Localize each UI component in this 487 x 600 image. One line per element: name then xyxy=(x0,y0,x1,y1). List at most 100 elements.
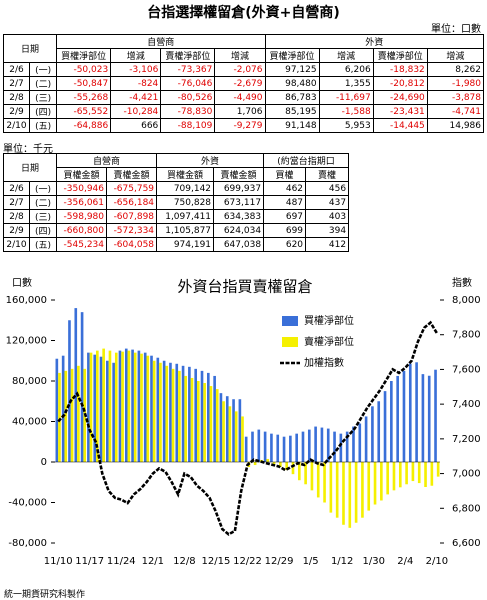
bar xyxy=(272,462,276,465)
bar xyxy=(270,433,273,462)
bar xyxy=(408,363,412,462)
bar xyxy=(316,462,320,498)
table-cell: 2/6 xyxy=(2,62,31,77)
table-cell: 1,105,877 xyxy=(156,223,215,238)
line xyxy=(57,320,438,536)
bar xyxy=(421,374,425,462)
bar xyxy=(89,352,93,462)
table-cell: 620 xyxy=(263,237,307,252)
bar xyxy=(197,381,200,462)
bar xyxy=(124,348,128,462)
table-cell: 697 xyxy=(263,209,307,224)
bar xyxy=(358,423,362,462)
y2-tick-label: 7,600 xyxy=(452,364,481,375)
footer: 統一期貨研究科製作 xyxy=(4,590,86,600)
bar xyxy=(361,462,364,518)
x-tick-label: 1/12 xyxy=(331,556,353,567)
unit-label: 單位：口數 xyxy=(431,24,481,35)
table-cell: -80,526 xyxy=(160,90,216,105)
bar xyxy=(289,435,292,462)
table-cell: 462 xyxy=(263,181,307,196)
table-cell: (約當台指期口 xyxy=(263,153,350,168)
bar xyxy=(106,360,109,462)
table-cell: -78,830 xyxy=(160,104,216,119)
bar xyxy=(430,462,434,486)
table-cell: 14,986 xyxy=(426,118,485,133)
table-cell: -4,741 xyxy=(426,104,485,119)
bar xyxy=(127,350,131,462)
y2-tick-label: 6,600 xyxy=(452,538,481,549)
bar xyxy=(184,375,188,462)
bar xyxy=(411,462,415,482)
bar xyxy=(64,370,68,462)
table-cell: (一) xyxy=(28,181,58,196)
bar xyxy=(178,370,181,462)
table-cell: -20,812 xyxy=(372,76,428,91)
table-cell: 666 xyxy=(110,118,162,133)
table-cell: 699,937 xyxy=(213,181,265,196)
table-cell: 487 xyxy=(263,195,307,210)
bar xyxy=(301,431,305,462)
bar xyxy=(70,368,74,462)
bar xyxy=(304,462,307,485)
bar xyxy=(436,462,440,477)
table-cell: -545,234 xyxy=(56,237,108,252)
x-tick-label: 1/30 xyxy=(362,556,384,567)
table-cell: 709,142 xyxy=(156,181,215,196)
bar xyxy=(121,351,124,462)
bar xyxy=(285,462,288,471)
bar xyxy=(241,416,244,462)
y2-tick-label: 7,000 xyxy=(452,469,481,480)
bar xyxy=(140,353,143,462)
table-cell: 634,383 xyxy=(213,209,265,224)
y2-axis-label: 指數 xyxy=(452,276,472,289)
table-cell: -350,946 xyxy=(56,181,108,196)
bar xyxy=(386,462,389,495)
table-cell: 8,262 xyxy=(426,62,485,77)
table-cell: (五) xyxy=(28,237,58,252)
table-cell: -598,980 xyxy=(56,209,108,224)
x-tick-label: 12/15 xyxy=(202,556,231,567)
table-cell: 外資 xyxy=(156,153,265,168)
bar xyxy=(307,429,311,462)
bar xyxy=(333,431,336,462)
table-cell: -1,980 xyxy=(426,76,485,91)
bar xyxy=(61,355,65,462)
bar xyxy=(209,386,213,462)
table-cell: 2/9 xyxy=(2,104,31,119)
table-cell: 自營商 xyxy=(56,153,158,168)
table-cell: 86,783 xyxy=(264,90,320,105)
legend-label: 賣權淨部位 xyxy=(304,335,354,348)
table-cell: 1,355 xyxy=(318,76,374,91)
table-cell: 2/10 xyxy=(2,118,31,133)
table-cell: 2/7 xyxy=(3,195,30,210)
table-cell: 5,953 xyxy=(318,118,374,133)
bar xyxy=(326,428,330,462)
bar xyxy=(253,462,257,466)
table-cell: -65,552 xyxy=(56,104,112,119)
bar xyxy=(162,360,166,462)
bar xyxy=(251,431,254,462)
table-cell: 1,706 xyxy=(214,104,266,119)
table-cell: 750,828 xyxy=(156,195,215,210)
bar xyxy=(146,355,150,462)
bar xyxy=(150,355,153,462)
x-tick-label: 12/1 xyxy=(142,556,164,567)
bar xyxy=(279,462,282,468)
table-cell: -675,759 xyxy=(106,181,158,196)
y-tick-label: -40,000 xyxy=(8,498,47,509)
bar xyxy=(80,312,84,462)
legend-label: 加權指數 xyxy=(304,356,344,369)
bar xyxy=(93,354,97,462)
table-cell: (一) xyxy=(29,62,58,77)
bar xyxy=(352,426,355,462)
bar xyxy=(200,370,204,462)
bar xyxy=(342,462,345,525)
table-cell: -10,284 xyxy=(110,104,162,119)
bar xyxy=(295,433,298,462)
legend-swatch xyxy=(282,337,298,347)
table-cell: 624,034 xyxy=(213,223,265,238)
x-tick-label: 11/10 xyxy=(44,556,73,567)
bar xyxy=(215,389,219,462)
